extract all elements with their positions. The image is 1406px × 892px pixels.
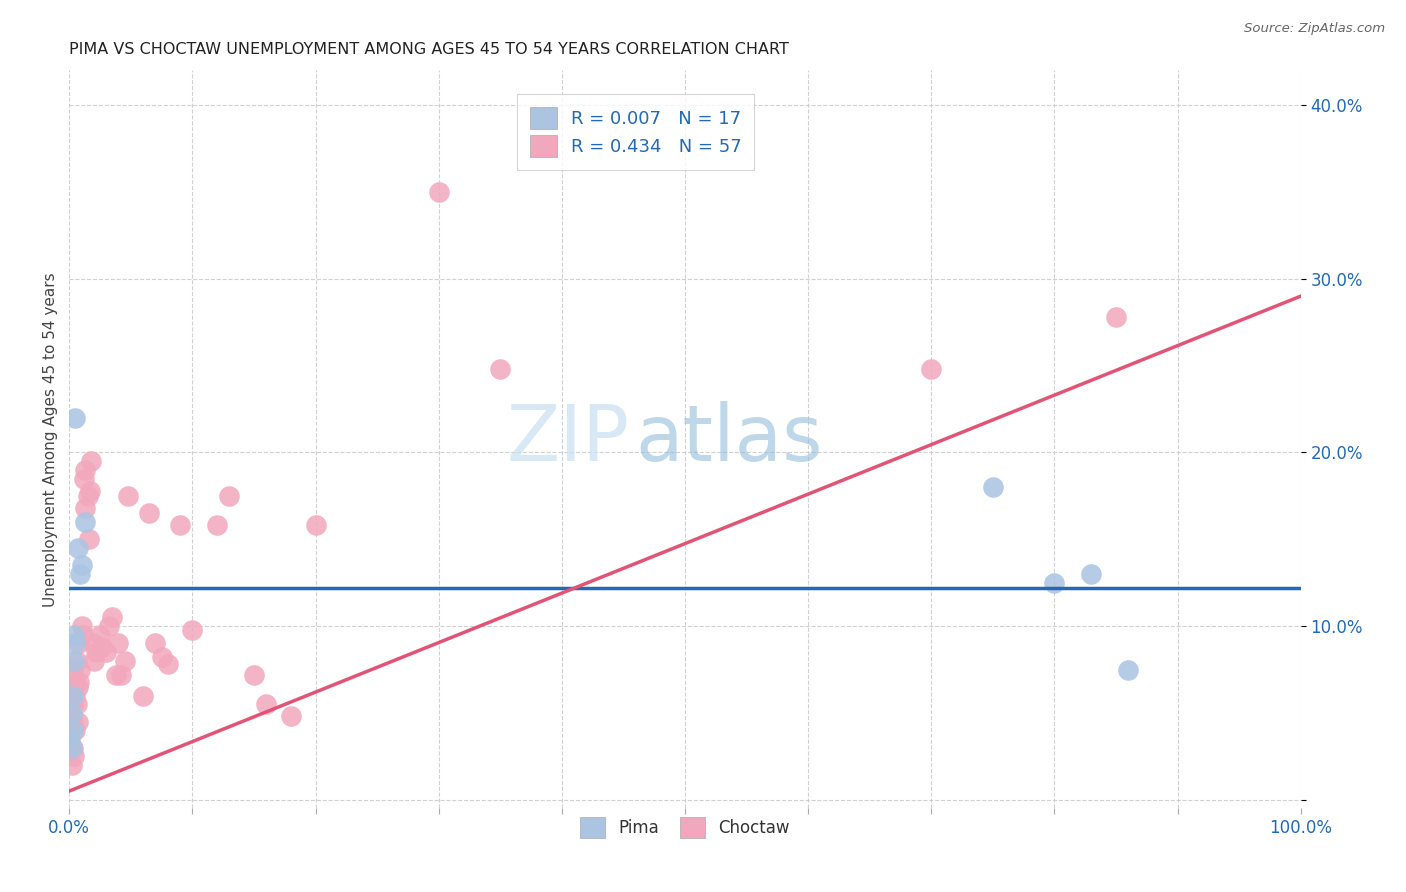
Point: [105, 667, 128, 681]
Point: [63, 749, 86, 764]
Point: [70, 558, 93, 573]
Point: [63, 628, 86, 642]
Point: [76, 489, 98, 503]
Text: ZIP: ZIP: [506, 401, 630, 477]
Point: [60, 689, 83, 703]
Text: atlas: atlas: [636, 401, 823, 477]
Point: [80, 454, 103, 468]
Y-axis label: Unemployment Among Ages 45 to 54 years: Unemployment Among Ages 45 to 54 years: [44, 272, 58, 607]
Point: [181, 623, 204, 637]
Point: [205, 518, 228, 533]
Point: [65, 636, 87, 650]
Point: [62, 714, 84, 729]
Point: [62, 689, 84, 703]
Point: [60, 740, 83, 755]
Point: [60, 706, 83, 720]
Point: [67, 674, 90, 689]
Point: [150, 650, 173, 665]
Point: [69, 567, 91, 582]
Point: [489, 362, 512, 376]
Point: [114, 654, 136, 668]
Point: [59, 744, 82, 758]
Point: [82, 636, 104, 650]
Point: [75, 515, 97, 529]
Point: [70, 619, 93, 633]
Point: [91, 640, 114, 654]
Point: [72, 628, 94, 642]
Point: [156, 657, 179, 672]
Point: [59, 731, 82, 746]
Point: [254, 698, 277, 712]
Point: [101, 610, 124, 624]
Point: [145, 636, 167, 650]
Point: [77, 533, 100, 547]
Point: [73, 471, 96, 485]
Point: [1116, 663, 1139, 677]
Point: [132, 689, 155, 703]
Point: [62, 740, 84, 755]
Point: [65, 410, 87, 425]
Point: [138, 506, 160, 520]
Point: [110, 667, 132, 681]
Point: [1043, 575, 1066, 590]
Point: [920, 362, 942, 376]
Point: [280, 709, 302, 723]
Point: [75, 463, 97, 477]
Point: [66, 714, 89, 729]
Point: [79, 483, 101, 498]
Point: [65, 698, 87, 712]
Point: [427, 185, 450, 199]
Point: [67, 636, 90, 650]
Point: [117, 489, 139, 503]
Point: [66, 680, 89, 694]
Point: [65, 654, 87, 668]
Point: [1080, 567, 1102, 582]
Point: [62, 698, 84, 712]
Point: [981, 480, 1004, 494]
Point: [96, 645, 118, 659]
Point: [86, 645, 108, 659]
Point: [60, 758, 83, 772]
Point: [63, 674, 86, 689]
Text: Source: ZipAtlas.com: Source: ZipAtlas.com: [1244, 22, 1385, 36]
Point: [1105, 310, 1128, 324]
Point: [243, 667, 266, 681]
Point: [65, 723, 87, 738]
Point: [89, 628, 111, 642]
Point: [62, 723, 84, 738]
Point: [66, 541, 89, 555]
Point: [169, 518, 191, 533]
Point: [97, 619, 120, 633]
Text: PIMA VS CHOCTAW UNEMPLOYMENT AMONG AGES 45 TO 54 YEARS CORRELATION CHART: PIMA VS CHOCTAW UNEMPLOYMENT AMONG AGES …: [69, 42, 789, 57]
Point: [75, 501, 97, 516]
Legend: Pima, Choctaw: Pima, Choctaw: [574, 811, 796, 845]
Point: [69, 663, 91, 677]
Point: [65, 689, 87, 703]
Point: [83, 654, 105, 668]
Point: [218, 489, 240, 503]
Point: [304, 518, 326, 533]
Point: [62, 663, 84, 677]
Point: [107, 636, 129, 650]
Point: [63, 654, 86, 668]
